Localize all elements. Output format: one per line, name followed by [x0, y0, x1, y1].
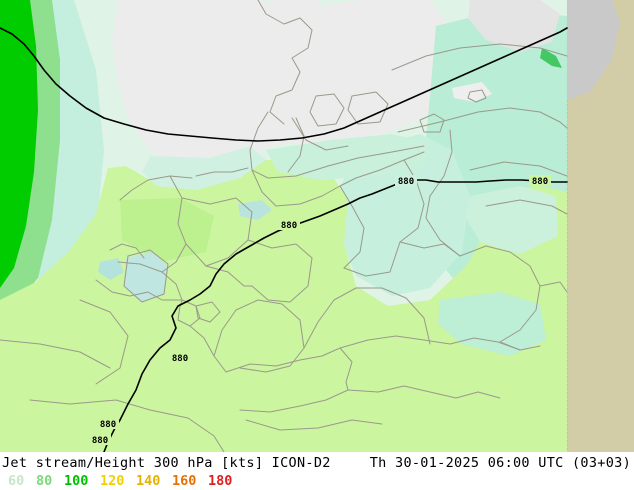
- legend-step-180: 180: [208, 473, 233, 489]
- legend-step-80: 80: [36, 473, 53, 489]
- coast-sjaelland-2: [347, 91, 389, 125]
- border-be-de: [161, 271, 183, 301]
- contour-label-text: 880: [172, 354, 188, 364]
- contour-label-item: 880: [529, 175, 551, 187]
- jetstream-shading: [0, 0, 567, 452]
- contour-label-text: 880: [398, 177, 414, 187]
- contour-labels: 880 880 880 880: [89, 175, 551, 446]
- contour-label-text: 880: [100, 420, 116, 430]
- contour-label-item: 880: [169, 352, 191, 364]
- contour-label-text: 880: [281, 221, 297, 231]
- low-speed-gray-lobe-north: [266, 0, 330, 72]
- region-france-4: [149, 409, 225, 452]
- land-green-patch-west: [120, 198, 214, 262]
- border-state-st: [339, 185, 365, 269]
- speed-legend: 60 80 100 120 140 160 180: [0, 472, 634, 490]
- legend-step-140: 140: [136, 473, 161, 489]
- contour-label-item: 880: [278, 219, 300, 231]
- outside-domain-sea: [567, 0, 620, 100]
- coast-baltic-north: [391, 43, 568, 71]
- border-de-pl: [429, 129, 453, 197]
- low-speed-gray-baltic: [468, 0, 560, 52]
- low-speed-gray-core: [112, 0, 455, 176]
- border-state-rp: [205, 265, 253, 287]
- coast-jutland-west: [249, 111, 269, 171]
- border-fr-de: [189, 325, 227, 373]
- border-ch-north: [225, 347, 341, 373]
- border-it-north: [245, 419, 383, 431]
- map-graphic: 880 880 880 880: [0, 0, 634, 452]
- coast-zeeland: [109, 243, 145, 259]
- mint-channel-n-germany: [266, 134, 426, 180]
- contour-label-item: 880: [395, 175, 417, 187]
- border-state-bw: [213, 299, 305, 373]
- footer-title-row: Jet stream/Height 300 hPa [kts] ICON-D2 …: [0, 454, 634, 472]
- region-france-2: [0, 339, 111, 369]
- coast-baltic-south: [397, 107, 568, 133]
- border-be-fr: [95, 279, 183, 301]
- region-france-1: [79, 299, 129, 385]
- chart-footer: Jet stream/Height 300 hPa [kts] ICON-D2 …: [0, 452, 634, 490]
- legend-step-100: 100: [64, 473, 89, 489]
- border-pl-interior-2: [485, 199, 568, 215]
- legend-step-60: 60: [8, 473, 25, 489]
- border-sk: [539, 281, 568, 293]
- contour-line-central: [119, 179, 568, 421]
- border-at-south: [347, 385, 501, 399]
- band-100-green-streak-ne: [540, 48, 562, 68]
- border-ch-south: [239, 389, 349, 413]
- legend-step-120: 120: [100, 473, 125, 489]
- border-at-ch: [339, 347, 353, 391]
- border-de-cz: [459, 245, 541, 343]
- outside-domain-fill: [567, 0, 634, 452]
- region-france-3: [29, 399, 151, 411]
- border-state-sn: [399, 241, 461, 257]
- coast-netherlands: [119, 175, 193, 201]
- coast-bornholm: [467, 89, 487, 103]
- border-state-mv: [355, 151, 425, 179]
- water-lake-alps: [98, 258, 124, 280]
- border-state-he: [247, 239, 313, 303]
- border-state-nrw: [181, 197, 253, 267]
- border-state-bb: [399, 159, 425, 243]
- coast-german-bight: [251, 145, 425, 179]
- product-title: Jet stream/Height 300 hPa [kts] ICON-D2: [2, 455, 331, 471]
- border-state-sl: [195, 301, 221, 323]
- ijsselmeer-outline: [123, 249, 169, 303]
- border-state-by: [303, 287, 431, 349]
- contour-line-north: [0, 27, 568, 142]
- contour-label-text: 880: [532, 177, 548, 187]
- contour-label-item: 880: [97, 418, 119, 430]
- map-canvas[interactable]: 880 880 880 880: [0, 0, 634, 452]
- coast-ruegen: [419, 113, 445, 133]
- coast-fyn-sjaelland: [309, 93, 345, 127]
- coast-frisian-islands: [195, 167, 249, 177]
- border-cz-at: [499, 341, 521, 351]
- border-nl-de: [161, 175, 187, 273]
- band-100-bright-green-core: [0, 0, 38, 288]
- border-nl-be: [117, 261, 163, 273]
- border-state-th: [343, 241, 401, 277]
- valid-time-label: Th 30-01-2025 06:00 UTC (03+03): [369, 455, 631, 471]
- water-ijsselmeer: [124, 252, 168, 302]
- contour-label-item: 880: [89, 434, 111, 446]
- mint-patch-nw: [142, 146, 266, 190]
- coast-skagerrak: [257, 0, 313, 125]
- contour-label-text: 880: [92, 436, 108, 446]
- border-state-sh: [291, 117, 349, 151]
- geography-borders: [0, 0, 568, 452]
- coast-jutland-east: [287, 117, 305, 173]
- border-pl-interior: [469, 161, 568, 177]
- water-lake-constance: [238, 200, 272, 220]
- legend-step-160: 160: [172, 473, 197, 489]
